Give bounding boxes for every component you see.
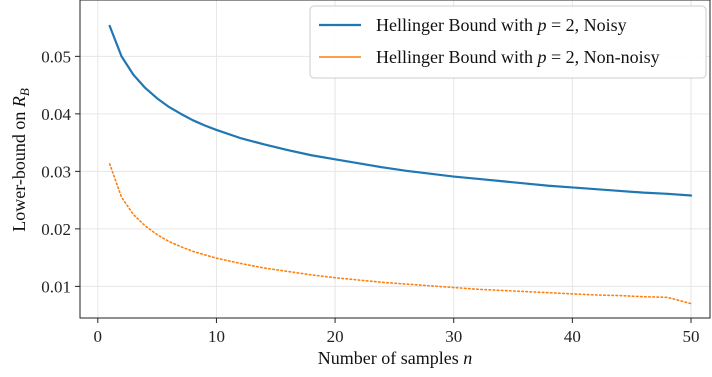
x-axis-label: Number of samples n xyxy=(318,348,472,368)
y-axis-label-sub: B xyxy=(17,88,32,96)
x-tick-label: 40 xyxy=(564,327,581,346)
x-tick-label: 0 xyxy=(94,327,103,346)
series-non-noisy-line xyxy=(108,163,692,305)
y-tick-label: 0.05 xyxy=(41,47,71,66)
x-tick-label: 50 xyxy=(683,327,700,346)
y-tick-label: 0.03 xyxy=(41,162,71,181)
x-tick-label: 20 xyxy=(327,327,344,346)
y-tick-label: 0.04 xyxy=(41,105,71,124)
x-tick-label: 10 xyxy=(208,327,225,346)
legend-entry-noisy: Hellinger Bound with p = 2, Noisy xyxy=(376,15,627,35)
y-tick-label: 0.01 xyxy=(41,277,71,296)
y-axis-label-text: Lower-bound on xyxy=(9,107,29,232)
y-axis-label-var: R xyxy=(9,96,29,108)
x-tick-label: 30 xyxy=(445,327,462,346)
legend: Hellinger Bound with p = 2, Noisy Hellin… xyxy=(309,5,707,79)
x-axis-label-var: n xyxy=(463,348,472,368)
plot-frame xyxy=(79,0,711,319)
series-noisy-line xyxy=(108,24,693,197)
series-layer xyxy=(108,24,693,305)
tick-layer: 0 10 20 30 40 50 0.01 0.02 0.03 0.04 0.05 xyxy=(41,47,699,346)
y-tick-label: 0.02 xyxy=(41,220,71,239)
legend-box xyxy=(309,5,707,79)
legend-entry-non-noisy: Hellinger Bound with p = 2, Non-noisy xyxy=(376,47,660,67)
y-axis-label: Lower-bound on RB xyxy=(9,88,32,232)
x-axis-label-text: Number of samples xyxy=(318,348,463,368)
